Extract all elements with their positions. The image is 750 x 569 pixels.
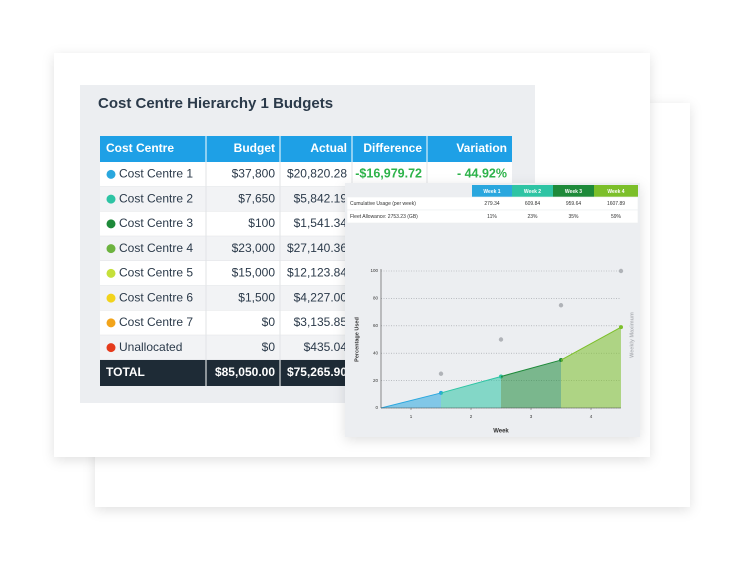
header-row [100,136,512,162]
week-header [512,185,553,197]
area-segment [561,327,621,408]
week-header [472,185,512,197]
status-dot [106,219,116,229]
x-tick-label: 4 [590,414,593,419]
column-header: Difference [363,141,422,155]
y-tick-label: 60 [373,323,379,328]
row-name: Cost Centre 7 [119,315,193,329]
y-tick-label: 100 [370,268,378,273]
cell: - 44.92% [457,167,507,181]
line-segment [440,376,502,394]
usage-row [346,209,639,224]
row-name: Cost Centre 2 [119,191,193,205]
week-header [553,185,594,197]
status-dot [106,343,116,353]
usage-cell: 35% [568,214,579,220]
row-name: Cost Centre 6 [119,290,193,304]
y-tick-label: 20 [373,378,379,383]
table-title: Cost Centre Hierarchy 1 Budgets [98,95,333,112]
row-name: Cost Centre 1 [119,167,193,181]
cell: $100 [248,216,275,230]
cell: $0 [262,315,276,329]
row-name: Unallocated [119,340,182,354]
line-segment [500,359,562,377]
usage-cell: 59% [611,214,622,220]
usage-row-label: Cumulative Usage (per week) [350,201,416,207]
cell: $0 [262,340,276,354]
x-tick-label: 2 [470,414,473,419]
usage-cell: 1607.89 [607,201,625,207]
total-label: TOTAL [106,365,145,379]
max-point [438,371,444,376]
y-tick-label: 40 [373,350,379,355]
row-name: Cost Centre 4 [119,241,193,255]
cell: $23,000 [232,241,276,255]
legend-label: Weekly Maximum [629,312,635,358]
cell: $4,227.00 [294,290,348,304]
line-segment [380,392,442,409]
cell: $5,842.19 [294,191,348,205]
cell: $1,541.34 [294,216,348,230]
usage-cell: 23% [527,214,538,220]
column-header: Actual [310,141,347,155]
row-name: Cost Centre 3 [119,216,193,230]
column-header: Budget [234,141,275,155]
cell: $3,135.85 [294,315,348,329]
y-axis-label: Percentage Used [354,317,360,362]
column-header: Variation [456,141,507,155]
status-dot [106,244,116,254]
status-dot [106,293,116,303]
status-dot [106,194,116,204]
column-header: Cost Centre [106,141,174,155]
status-dot [106,268,116,278]
max-point [498,337,504,342]
cell: $37,800 [232,167,276,181]
max-point [618,268,624,274]
week-header-label: Week 4 [607,189,624,195]
row-name: Cost Centre 5 [119,266,193,280]
x-tick-label: 3 [530,414,533,419]
usage-cell: 11% [487,214,497,220]
y-tick-label: 80 [373,296,379,301]
usage-cell: 279.34 [484,201,500,207]
week-header-label: Week 2 [524,189,541,195]
total-cell: $75,265.90 [287,365,347,379]
table-row [100,162,512,187]
week-header-label: Week 3 [565,189,582,195]
usage-cell: 609.84 [525,201,541,207]
x-tick-label: 1 [410,414,413,419]
line-segment [560,326,622,361]
cell: $27,140.36 [287,241,347,255]
data-point [619,325,623,330]
max-point [558,303,564,308]
usage-row-label: Fleet Allowance: 2753.23 (GB) [350,214,418,220]
area-segment [501,360,561,408]
cell: $12,123.84 [287,266,347,280]
total-cell: $85,050.00 [215,365,275,379]
usage-cell: 959.64 [566,201,582,207]
cell: $1,500 [238,290,275,304]
cell: $15,000 [232,266,276,280]
y-tick-label: 0 [375,405,378,410]
cell: $20,820.28 [287,167,347,181]
week-header [594,185,638,197]
cell: $435.04 [304,340,348,354]
area-segment [441,376,501,408]
status-dot [106,318,116,328]
cell: $7,650 [238,191,275,205]
week-header-label: Week 1 [483,189,500,195]
cell: -$16,979.72 [355,167,422,181]
x-axis-label: Week [493,429,509,435]
status-dot [106,169,116,179]
